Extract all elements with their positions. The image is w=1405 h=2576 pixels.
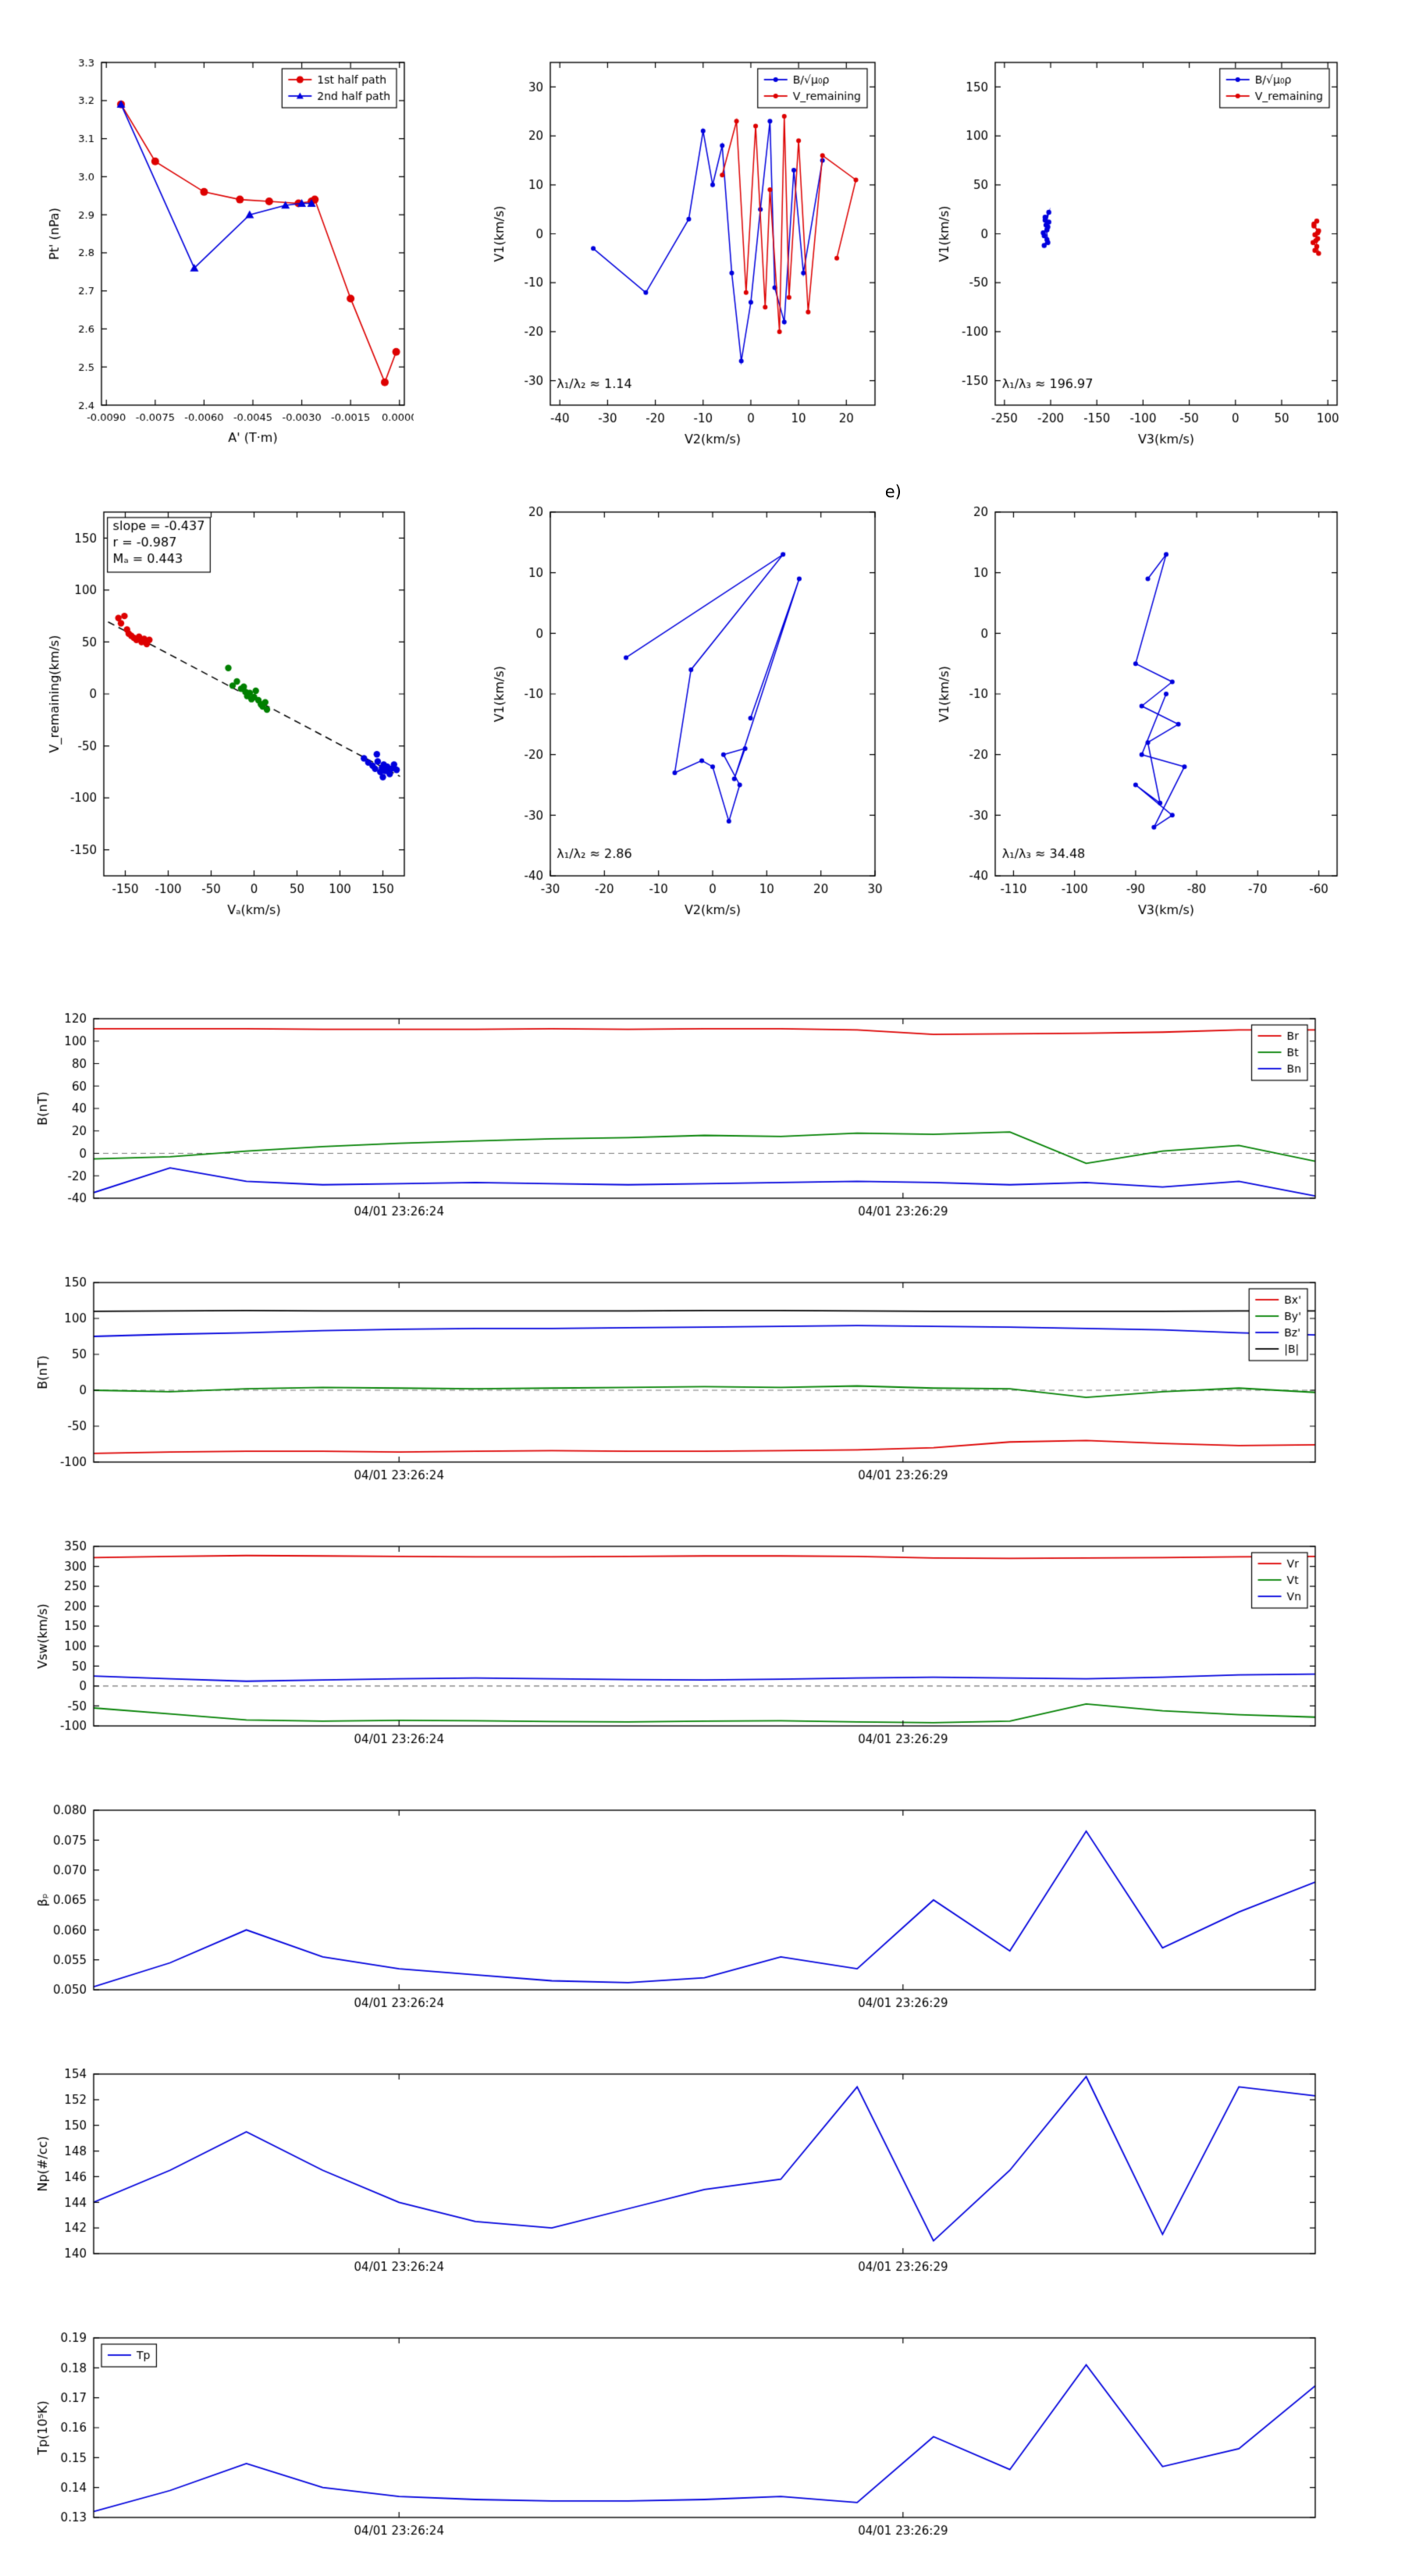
plot-canvas-solar-wind-velocity xyxy=(31,1503,1358,1761)
chart-hodogram-v3v1-mvab: Hodogram(V3_V1 MVAB frame) xyxy=(933,16,1346,468)
chart-proton-number-density: Proton Number Density xyxy=(31,2031,1358,2289)
chart-magnetic-field-fluxrope: Magnetic Field (Flux Rope Frame) xyxy=(31,1240,1358,1497)
chart-magnetic-field-rtn: Magnetic Field (RTN Frame) xyxy=(31,976,1358,1233)
plot-canvas-magnetic-field-rtn xyxy=(31,976,1358,1233)
plot-canvas-walen-test xyxy=(43,465,414,934)
plot-canvas-hodogram-v2v1-mvav xyxy=(488,465,886,934)
chart-walen-test: WalenTest xyxy=(43,465,414,934)
plot-canvas-proton-temperature xyxy=(31,2295,1358,2553)
plot-canvas-magnetic-field-fluxrope xyxy=(31,1240,1358,1497)
plot-canvas-hodogram-v3v1-mvab xyxy=(933,16,1346,468)
plot-canvas-hodogram-v3v1-mvav xyxy=(933,465,1346,934)
chart-solar-wind-velocity: Solar Wind Velocity (RTN Frame) xyxy=(31,1503,1358,1761)
chart-hodogram-v3v1-mvav: Hodogram (V3_V1 MVAV_remaining frame) xyxy=(933,465,1346,934)
chart-transverse-pressure: Transverse pressure xyxy=(43,16,414,468)
chart-plasma-beta: Plasma Beta xyxy=(31,1767,1358,2025)
plot-canvas-plasma-beta xyxy=(31,1767,1358,2025)
chart-proton-temperature: Proton Temperature and Tₑ/Tₚ xyxy=(31,2295,1358,2553)
plot-canvas-proton-number-density xyxy=(31,2031,1358,2289)
plot-canvas-transverse-pressure xyxy=(43,16,414,468)
chart-hodogram-v2v1-mvab: Hodogram(V2_V1 MVAB frame) xyxy=(488,16,886,468)
plot-canvas-hodogram-v2v1-mvab xyxy=(488,16,886,468)
chart-hodogram-v2v1-mvav: Hodogram (V2_V1 MVAV_remaining frame) xyxy=(488,465,902,934)
